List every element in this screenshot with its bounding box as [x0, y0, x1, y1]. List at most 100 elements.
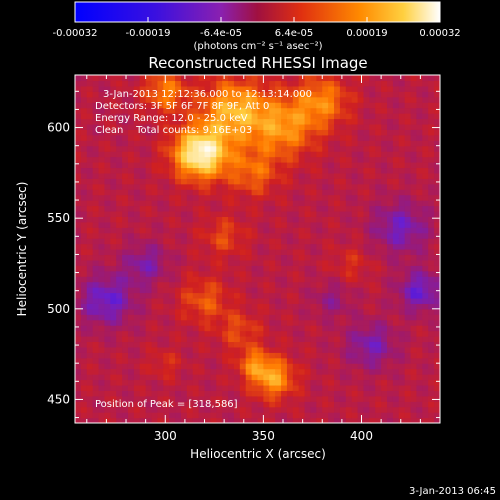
- heatmap-cell: [387, 129, 394, 136]
- heatmap-cell: [104, 123, 111, 130]
- heatmap-cell: [428, 352, 435, 359]
- heatmap-cell: [169, 406, 176, 413]
- heatmap-cell: [116, 205, 123, 212]
- heatmap-cell: [127, 167, 135, 174]
- heatmap-cell: [133, 270, 141, 277]
- heatmap-cell: [410, 384, 418, 391]
- heatmap-cell: [145, 363, 153, 370]
- heatmap-cell: [334, 232, 341, 239]
- heatmap-cell: [210, 129, 217, 136]
- heatmap-cell: [116, 129, 123, 136]
- heatmap-cell: [381, 363, 388, 370]
- heatmap-cell: [163, 210, 170, 217]
- heatmap-cell: [86, 123, 94, 130]
- heatmap-cell: [334, 123, 341, 130]
- heatmap-cell: [245, 379, 253, 386]
- heatmap-cell: [292, 401, 300, 408]
- heatmap-cell: [434, 341, 440, 348]
- heatmap-cell: [251, 287, 259, 294]
- heatmap-cell: [304, 113, 312, 120]
- heatmap-cell: [151, 118, 159, 125]
- heatmap-cell: [80, 178, 88, 185]
- heatmap-cell: [404, 205, 412, 212]
- heatmap-cell: [345, 238, 353, 245]
- heatmap-cell: [310, 346, 317, 353]
- heatmap-cell: [422, 401, 429, 408]
- heatmap-cell: [328, 384, 335, 391]
- heatmap-cell: [322, 297, 329, 304]
- heatmap-cell: [369, 417, 376, 423]
- heatmap-cell: [245, 303, 253, 310]
- colorbar-tick-label-5: 0.00032: [419, 28, 460, 39]
- heatmap-cell: [228, 395, 235, 402]
- heatmap-cell: [157, 200, 164, 207]
- heatmap-cell: [157, 270, 164, 277]
- heatmap-cell: [251, 395, 259, 402]
- heatmap-cell: [163, 249, 170, 256]
- heatmap-cell: [127, 140, 135, 147]
- heatmap-cell: [180, 374, 188, 381]
- heatmap-cell: [228, 270, 235, 277]
- heatmap-cell: [369, 336, 376, 343]
- heatmap-cell: [410, 265, 418, 272]
- heatmap-cell: [210, 172, 217, 179]
- heatmap-cell: [157, 417, 164, 423]
- heatmap-cell: [139, 80, 147, 87]
- heatmap-cell: [292, 194, 300, 201]
- heatmap-cell: [328, 172, 335, 179]
- heatmap-cell: [163, 232, 170, 239]
- heatmap-cell: [75, 379, 82, 386]
- heatmap-cell: [80, 75, 88, 82]
- heatmap-cell: [233, 183, 241, 190]
- heatmap-cell: [186, 259, 194, 266]
- heatmap-cell: [157, 281, 164, 288]
- heatmap-cell: [422, 412, 429, 419]
- heatmap-cell: [369, 363, 376, 370]
- heatmap-cell: [292, 210, 300, 217]
- heatmap-cell: [127, 205, 135, 212]
- heatmap-cell: [98, 200, 106, 207]
- heatmap-cell: [322, 113, 329, 120]
- heatmap-cell: [281, 189, 288, 196]
- heatmap-cell: [198, 113, 206, 120]
- heatmap-cell: [428, 178, 435, 185]
- heatmap-cell: [304, 303, 312, 310]
- heatmap-cell: [145, 330, 153, 337]
- heatmap-cell: [222, 384, 229, 391]
- heatmap-cell: [304, 129, 312, 136]
- heatmap-cell: [269, 134, 276, 141]
- heatmap-cell: [257, 80, 264, 87]
- heatmap-cell: [357, 390, 365, 397]
- heatmap-cell: [151, 134, 159, 141]
- heatmap-cell: [245, 178, 253, 185]
- heatmap-cell: [298, 129, 306, 136]
- heatmap-cell: [222, 80, 229, 87]
- heatmap-cell: [92, 227, 100, 234]
- heatmap-cell: [198, 227, 206, 234]
- heatmap-cell: [275, 134, 282, 141]
- heatmap-cell: [357, 129, 365, 136]
- heatmap-cell: [286, 281, 294, 288]
- heatmap-cell: [310, 319, 317, 326]
- heatmap-cell: [204, 292, 212, 299]
- heatmap-cell: [216, 319, 223, 326]
- heatmap-cell: [310, 249, 317, 256]
- heatmap-cell: [322, 75, 329, 82]
- heatmap-cell: [169, 178, 176, 185]
- heatmap-cell: [345, 200, 353, 207]
- heatmap-cell: [398, 243, 406, 250]
- heatmap-cell: [127, 134, 135, 141]
- heatmap-cell: [298, 401, 306, 408]
- heatmap-cell: [316, 314, 323, 321]
- heatmap-cell: [80, 118, 88, 125]
- heatmap-cell: [104, 352, 111, 359]
- heatmap-cell: [222, 162, 229, 169]
- heatmap-cell: [222, 374, 229, 381]
- heatmap-cell: [345, 401, 353, 408]
- heatmap-cell: [110, 265, 117, 272]
- heatmap-cell: [369, 129, 376, 136]
- heatmap-cell: [275, 140, 282, 147]
- heatmap-cell: [416, 183, 423, 190]
- heatmap-cell: [369, 140, 376, 147]
- heatmap-cell: [122, 96, 129, 103]
